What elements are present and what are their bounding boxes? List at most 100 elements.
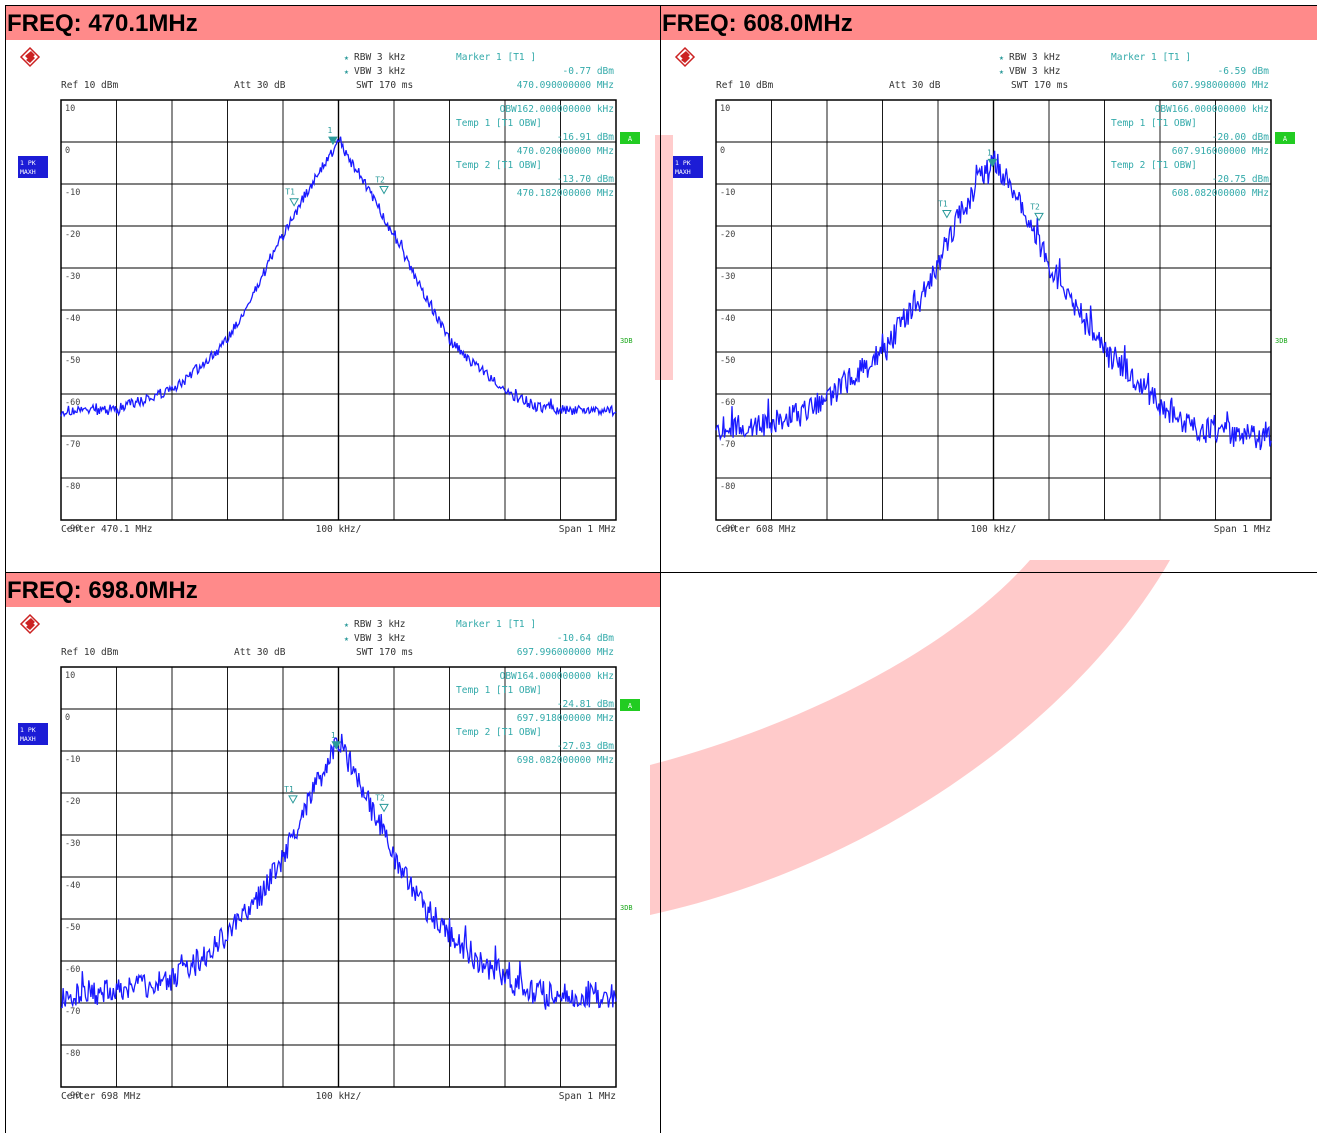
y-tick-label: -50 (65, 356, 80, 366)
temp2-freq: 608.082000000 MHz (1172, 188, 1269, 199)
rbw-label: RBW 3 kHz (354, 52, 405, 63)
temp2-freq: 698.082000000 MHz (517, 755, 614, 766)
marker-freq: 607.998000000 MHz (1172, 80, 1269, 91)
center-freq: Center 608 MHz (716, 524, 796, 535)
span-label: Span 1 MHz (559, 1091, 616, 1102)
sweep-time: SWT 170 ms (356, 80, 413, 91)
marker-triangle-icon (987, 158, 998, 168)
panel-title: FREQ: 470.1MHz (6, 6, 660, 40)
temp1-level: -24.81 dBm (557, 699, 614, 710)
marker-triangle-icon (328, 136, 338, 146)
temp2-level: -13.70 dBm (557, 174, 614, 185)
trace-detector-label: MAXH (20, 168, 36, 176)
panel-title: FREQ: 698.0MHz (6, 573, 660, 607)
y-tick-label: -90 (720, 524, 735, 534)
vbw-label: VBW 3 kHz (354, 66, 405, 77)
div-label: 100 kHz/ (971, 524, 1017, 535)
table-border-left (5, 5, 6, 1133)
marker-level: -10.64 dBm (557, 633, 614, 644)
temp2-freq: 470.182000000 MHz (517, 188, 614, 199)
temp2-label: Temp 2 [T1 OBW] (456, 727, 542, 738)
y-tick-label: 10 (65, 104, 75, 114)
y-tick-label: -50 (720, 356, 735, 366)
temp1-freq: 470.020000000 MHz (517, 146, 614, 157)
y-tick-label: -80 (720, 482, 735, 492)
y-tick-label: -20 (65, 797, 80, 807)
div-label: 100 kHz/ (316, 524, 362, 535)
panel-title: FREQ: 608.0MHz (661, 6, 1317, 40)
center-freq: Center 698 MHz (61, 1091, 141, 1102)
vbw-star-icon: ★ (344, 67, 349, 76)
panel-title-text: FREQ: 608.0MHz (662, 10, 853, 37)
y-tick-label: -20 (65, 230, 80, 240)
sweep-time: SWT 170 ms (356, 647, 413, 658)
y-tick-label: 10 (720, 104, 730, 114)
marker-text: 1 (331, 731, 336, 740)
table-border-mid (660, 5, 661, 1133)
marker-triangle-icon (1034, 212, 1044, 222)
y-tick-label: -10 (65, 188, 80, 198)
y-tick-label: -40 (65, 881, 80, 891)
marker-text: T2 (375, 793, 385, 802)
db3-label: 3DB (620, 904, 633, 912)
trace-mode-label: 1 PK (20, 726, 36, 734)
spectrum-trace (715, 150, 1272, 451)
rs-logo-icon (19, 613, 41, 635)
y-tick-label: -30 (720, 272, 735, 282)
rs-logo-icon (674, 46, 696, 68)
spectrum-trace (60, 136, 617, 418)
marker-triangle-icon (379, 185, 389, 195)
marker-freq: 697.996000000 MHz (517, 647, 614, 658)
temp1-label: Temp 1 [T1 OBW] (456, 685, 542, 696)
panel-470: FREQ: 470.1MHz ★ RBW 3 kHz ★ VBW 3 kHz Marke… (6, 6, 660, 572)
temp1-freq: 607.916000000 MHz (1172, 146, 1269, 157)
trace-mode-badge (18, 156, 48, 178)
marker-triangle-icon (331, 741, 342, 750)
marker-a-badge (620, 132, 640, 144)
y-tick-label: -60 (65, 965, 80, 975)
temp1-freq: 697.918000000 MHz (517, 713, 614, 724)
y-tick-label: 0 (65, 713, 70, 723)
marker-label: Marker 1 [T1 ] (456, 619, 536, 630)
rs-logo-icon (19, 46, 41, 68)
span-label: Span 1 MHz (1214, 524, 1271, 535)
vbw-label: VBW 3 kHz (1009, 66, 1060, 77)
marker-triangle-icon (379, 803, 389, 813)
spectrum-trace (60, 733, 617, 1010)
rbw-label: RBW 3 kHz (1009, 52, 1060, 63)
span-label: Span 1 MHz (559, 524, 616, 535)
marker-text: T2 (1030, 202, 1040, 211)
marker-triangle-icon (942, 210, 952, 219)
temp1-level: -16.91 dBm (557, 132, 614, 143)
ref-level: Ref 10 dBm (61, 80, 118, 91)
y-tick-label: -70 (720, 440, 735, 450)
marker-text: 1 (328, 126, 333, 135)
marker-triangle-icon (289, 198, 299, 207)
div-label: 100 kHz/ (316, 1091, 362, 1102)
marker-a-label: A (1283, 135, 1288, 143)
y-tick-label: 0 (720, 146, 725, 156)
trace-detector-label: MAXH (675, 168, 691, 176)
marker-triangle-icon (288, 795, 298, 804)
attenuation: Att 30 dB (889, 80, 941, 91)
temp2-level: -20.75 dBm (1212, 174, 1269, 185)
y-tick-label: -30 (65, 839, 80, 849)
y-tick-label: 0 (65, 146, 70, 156)
panel-608: FREQ: 608.0MHz ★ RBW 3 kHz ★ VBW 3 kHz Marke… (661, 6, 1317, 572)
y-tick-label: -40 (65, 314, 80, 324)
obw-value: OBW166.000000000 kHz (1155, 104, 1269, 115)
y-tick-label: -60 (720, 398, 735, 408)
rbw-label: RBW 3 kHz (354, 619, 405, 630)
attenuation: Att 30 dB (234, 647, 286, 658)
rbw-star-icon: ★ (344, 53, 349, 62)
marker-a-label: A (628, 702, 633, 710)
vbw-star-icon: ★ (999, 67, 1004, 76)
marker-text: T2 (375, 175, 385, 184)
marker-level: -0.77 dBm (563, 66, 615, 77)
panel-698: FREQ: 698.0MHz ★ RBW 3 kHz ★ VBW 3 kHz Marke… (6, 573, 660, 1133)
table-border-top (5, 5, 1317, 6)
marker-label: Marker 1 [T1 ] (1111, 52, 1191, 63)
temp1-label: Temp 1 [T1 OBW] (456, 118, 542, 129)
rbw-star-icon: ★ (344, 620, 349, 629)
y-tick-label: -10 (65, 755, 80, 765)
